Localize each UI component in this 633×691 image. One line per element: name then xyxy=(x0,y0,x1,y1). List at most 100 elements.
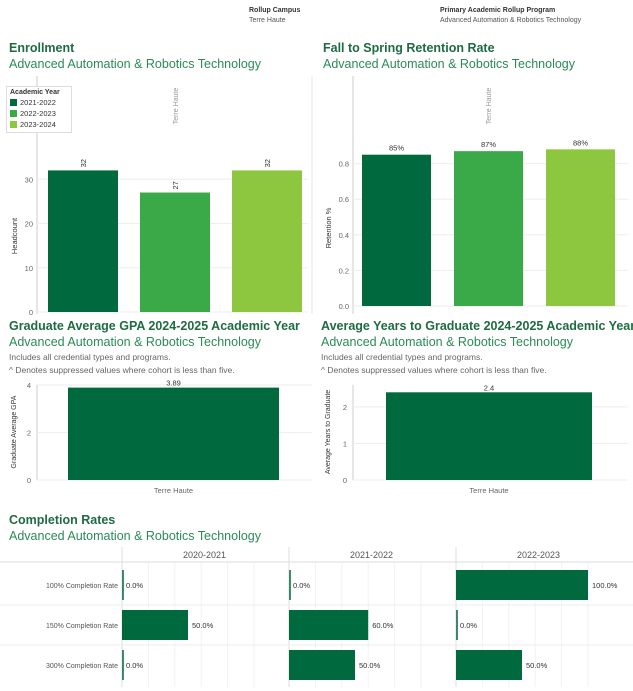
bar-value-label: 88% xyxy=(573,138,588,147)
gpa-subtitle: Advanced Automation & Robotics Technolog… xyxy=(9,335,262,349)
y-tick-label: 0 xyxy=(29,308,33,316)
academic-year-legend: Academic Year 2021-2022 2022-2023 2023-2… xyxy=(6,86,72,133)
program-filter-label: Primary Academic Rollup Program xyxy=(440,7,556,14)
years-chart: Average Years to Graduate 0 1 2 2.4 Terre H… xyxy=(325,383,628,495)
bar-Terre Haute[interactable] xyxy=(386,392,592,480)
enrollment-column-header: Terre Haute xyxy=(173,88,180,125)
y-tick-label: 0.6 xyxy=(339,195,349,204)
x-category-label: Terre Haute xyxy=(154,486,193,495)
y-tick-label: 0.2 xyxy=(339,266,349,275)
y-tick-label: 20 xyxy=(25,220,33,229)
row-label-1: 150% Completion Rate xyxy=(46,623,118,630)
enrollment-y-axis-label: Headcount xyxy=(10,217,19,254)
bar-value-label: 2.4 xyxy=(484,383,494,392)
bar-value-label: 3.89 xyxy=(166,380,181,388)
gpa-note-credentials: Includes all credential types and progra… xyxy=(9,352,171,362)
years-y-axis-label: Average Years to Graduate xyxy=(325,390,332,474)
bar-2023-2024[interactable] xyxy=(546,149,615,306)
completion-chart: 2020-2021 2021-2022 2022-2023 100% Complet… xyxy=(0,547,633,687)
bar-value-label: 32 xyxy=(263,159,272,167)
bar-2021-2022[interactable] xyxy=(48,170,118,312)
completion-bar[interactable] xyxy=(289,650,355,680)
y-tick-label: 1 xyxy=(343,439,347,448)
gpa-note-suppressed: ^ Denotes suppressed values where cohort… xyxy=(9,365,235,375)
gpa-y-axis-label: Graduate Average GPA xyxy=(11,395,18,468)
bar-value-label: 27 xyxy=(171,181,180,189)
retention-subtitle: Advanced Automation & Robotics Technolog… xyxy=(323,57,576,71)
bar-value-label: 87% xyxy=(481,140,496,149)
y-tick-label: 2 xyxy=(27,429,31,438)
years-note-suppressed: ^ Denotes suppressed values where cohort… xyxy=(321,365,547,375)
retention-chart: Terre Haute Retention % 0.00.20.40.60.8 … xyxy=(324,76,628,314)
completion-value-label: 50.0% xyxy=(359,661,381,670)
legend-swatch xyxy=(10,110,17,117)
bar-value-label: 85% xyxy=(389,144,404,153)
completion-value-label: 50.0% xyxy=(192,621,214,630)
legend-swatch xyxy=(10,99,17,106)
bar-value-label: 32 xyxy=(79,159,88,167)
row-label-0: 100% Completion Rate xyxy=(46,583,118,590)
y-tick-label: 0.4 xyxy=(339,231,349,240)
completion-value-label: 0.0% xyxy=(460,621,477,630)
campus-filter-label: Rollup Campus xyxy=(249,7,301,14)
completion-value-label: 0.0% xyxy=(293,581,310,590)
completion-value-label: 60.0% xyxy=(372,621,394,630)
y-tick-label: 2 xyxy=(343,403,347,412)
y-tick-label: 0 xyxy=(27,476,31,485)
enrollment-chart: Terre Haute Headcount 0 10 20 30 32 27 32 xyxy=(10,76,313,316)
campus-filter-value[interactable]: Terre Haute xyxy=(249,17,286,24)
column-header-2022-2023: 2022-2023 xyxy=(517,550,560,560)
gpa-title: Graduate Average GPA 2024-2025 Academic … xyxy=(9,319,300,333)
completion-bar[interactable] xyxy=(456,570,588,600)
completion-value-label: 100.0% xyxy=(592,581,618,590)
legend-label: 2023-2024 xyxy=(20,120,56,129)
y-tick-label: 30 xyxy=(25,175,33,184)
completion-bar[interactable] xyxy=(289,610,369,640)
column-header-2021-2022: 2021-2022 xyxy=(350,550,393,560)
x-category-label: Terre Haute xyxy=(469,486,508,495)
completion-title: Completion Rates xyxy=(9,513,116,527)
y-tick-label: 0.0 xyxy=(339,302,349,311)
legend-label: 2021-2022 xyxy=(20,98,56,107)
completion-grid xyxy=(0,547,633,687)
retention-title: Fall to Spring Retention Rate xyxy=(323,41,495,55)
y-tick-label: 0.8 xyxy=(339,160,349,169)
y-tick-label: 10 xyxy=(25,264,33,273)
completion-bar[interactable] xyxy=(122,610,188,640)
retention-column-header: Terre Haute xyxy=(486,88,493,125)
program-filter-value[interactable]: Advanced Automation & Robotics Technolog… xyxy=(440,17,582,24)
enrollment-bars: 32 27 32 xyxy=(48,159,302,312)
enrollment-subtitle: Advanced Automation & Robotics Technolog… xyxy=(9,57,262,71)
completion-value-label: 0.0% xyxy=(126,661,143,670)
completion-value-label: 50.0% xyxy=(526,661,548,670)
gpa-bars: 3.89 Terre Haute xyxy=(68,380,279,495)
completion-row-labels: 100% Completion Rate 150% Completion Rate… xyxy=(46,583,118,670)
gpa-chart: Graduate Average GPA 0 2 4 3.89 Terre Haute xyxy=(11,380,312,495)
years-bars: 2.4 Terre Haute xyxy=(386,383,592,495)
legend-item-2021-2022[interactable]: 2021-2022 xyxy=(10,97,68,108)
completion-column-headers: 2020-2021 2021-2022 2022-2023 xyxy=(183,550,560,560)
retention-bars: 85% 87% 88% xyxy=(362,138,615,306)
legend-title: Academic Year xyxy=(10,89,60,96)
completion-bar[interactable] xyxy=(456,650,522,680)
row-label-2: 300% Completion Rate xyxy=(46,663,118,670)
legend-item-2023-2024[interactable]: 2023-2024 xyxy=(10,119,68,130)
y-tick-label: 4 xyxy=(27,381,31,390)
bar-2022-2023[interactable] xyxy=(454,151,523,306)
legend-item-2022-2023[interactable]: 2022-2023 xyxy=(10,108,68,119)
y-tick-label: 0 xyxy=(343,476,347,485)
years-note-credentials: Includes all credential types and progra… xyxy=(321,352,483,362)
column-header-2020-2021: 2020-2021 xyxy=(183,550,226,560)
bar-2023-2024[interactable] xyxy=(232,170,302,312)
completion-value-label: 0.0% xyxy=(126,581,143,590)
bar-2022-2023[interactable] xyxy=(140,192,210,312)
legend-label: 2022-2023 xyxy=(20,109,56,118)
bar-Terre Haute[interactable] xyxy=(68,387,279,480)
legend-swatch xyxy=(10,121,17,128)
years-subtitle: Advanced Automation & Robotics Technolog… xyxy=(321,335,574,349)
retention-y-axis-label: Retention % xyxy=(324,207,333,248)
years-title: Average Years to Graduate 2024-2025 Acad… xyxy=(321,319,633,333)
completion-bars: 0.0% 0.0% 100.0% 50.0% 60.0% 0.0% 0.0% 50.0% 50.… xyxy=(122,570,618,680)
bar-2021-2022[interactable] xyxy=(362,154,431,306)
enrollment-title: Enrollment xyxy=(9,41,75,55)
